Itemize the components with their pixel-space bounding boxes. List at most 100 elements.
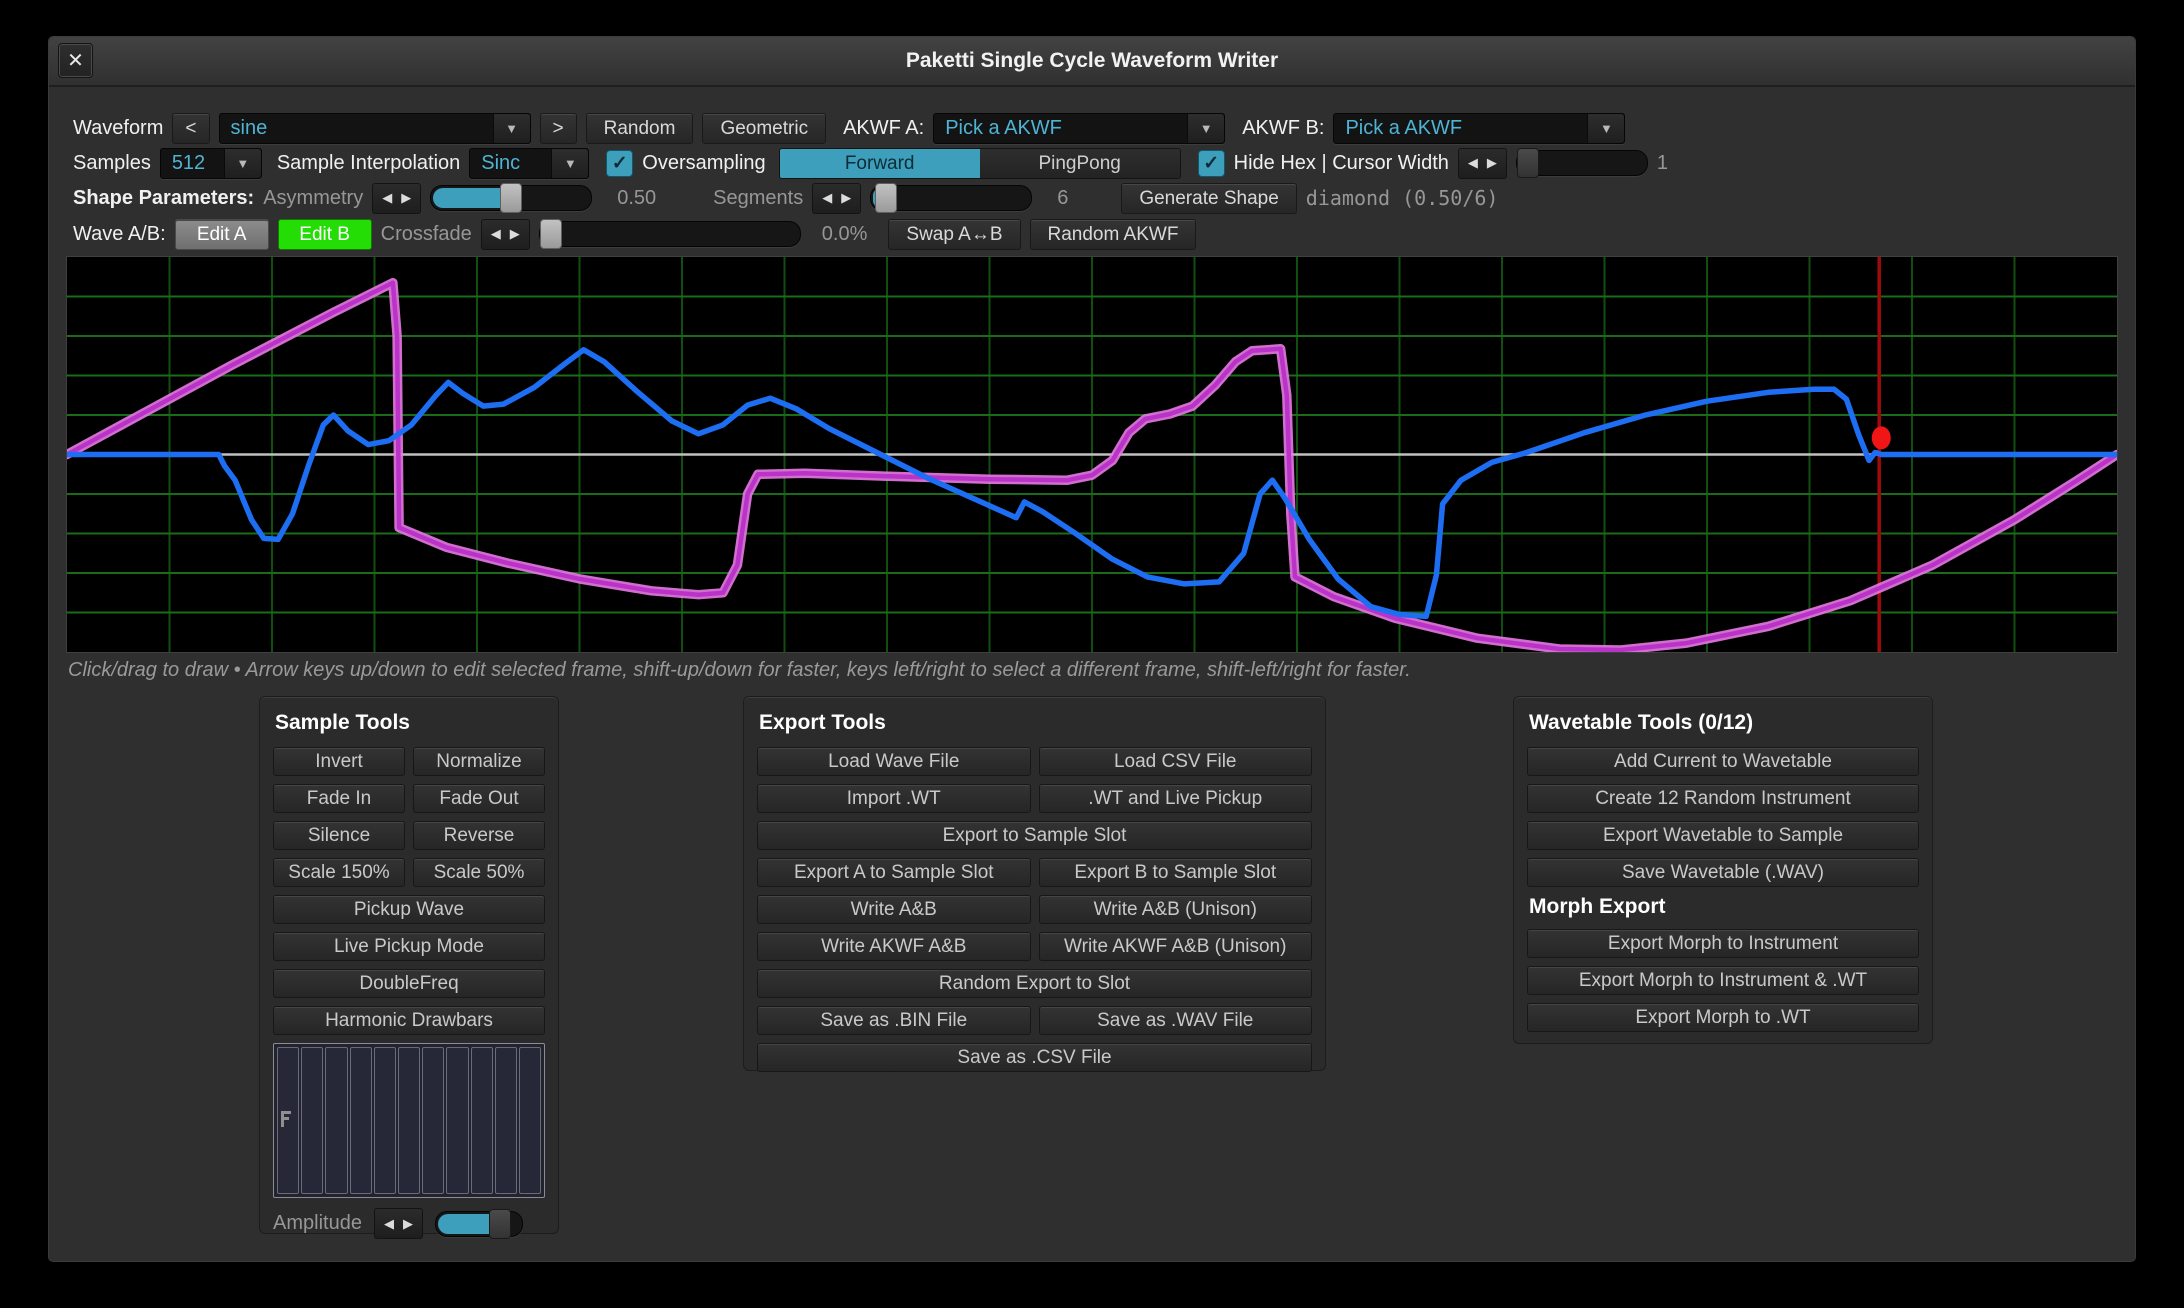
export-to-sample-slot-button[interactable]: Export to Sample Slot [757,821,1312,850]
button-row: Export Morph to Instrument [1527,929,1919,958]
geometric-button[interactable]: Geometric [702,112,827,144]
forward-button[interactable]: Forward [779,148,980,178]
normalize-button[interactable]: Normalize [413,747,545,776]
harmonic-drawbars-button[interactable]: Harmonic Drawbars [273,1006,545,1035]
slider-handle[interactable] [500,183,523,213]
button-row: Save as .CSV File [757,1043,1312,1072]
load-csv-file-button[interactable]: Load CSV File [1038,747,1312,776]
samples-label: Samples [73,151,151,174]
edit-b-button[interactable]: Edit B [277,218,372,250]
waveform-select[interactable]: sine ▼ [218,112,531,144]
drawbar-slider[interactable] [373,1047,396,1194]
export-morph-to-wt-button[interactable]: Export Morph to .WT [1527,1003,1919,1032]
cursor-width-slider[interactable] [1515,148,1648,178]
pingpong-button[interactable]: PingPong [979,148,1180,178]
scale-50-button[interactable]: Scale 50% [413,858,545,887]
button-row: Export A to Sample Slot Export B to Sampl… [757,858,1312,887]
live-pickup-mode-button[interactable]: Live Pickup Mode [273,932,545,961]
drawbar-slider[interactable] [349,1047,372,1194]
cursor-width-stepper[interactable]: ◀ ▶ [1457,147,1507,179]
crossfade-slider[interactable] [538,219,801,249]
interpolation-select[interactable]: Sinc ▼ [469,147,590,179]
export-morph-to-instrument-button[interactable]: Export Morph to Instrument [1527,929,1919,958]
asymmetry-stepper[interactable]: ◀ ▶ [372,182,422,214]
amplitude-label: Amplitude [273,1212,362,1234]
scale-150-button[interactable]: Scale 150% [273,858,405,887]
waveform-prev-button[interactable]: < [172,112,210,144]
close-button[interactable]: ✕ [58,43,93,78]
akwf-a-select[interactable]: Pick a AKWF ▼ [933,112,1226,144]
hide-hex-checkbox[interactable]: ✓ [1197,149,1225,177]
sample-tools-title: Sample Tools [275,711,410,734]
slider-handle[interactable] [1516,148,1539,178]
write-a-b-button[interactable]: Write A&B [757,895,1031,924]
export-morph-to-instrument-wt-button[interactable]: Export Morph to Instrument & .WT [1527,966,1919,995]
write-a-b-unison-button[interactable]: Write A&B (Unison) [1038,895,1312,924]
write-akwf-a-b-unison-button[interactable]: Write AKWF A&B (Unison) [1038,932,1312,961]
export-wavetable-to-sample-button[interactable]: Export Wavetable to Sample [1527,821,1919,850]
drawbar-slider[interactable] [446,1047,469,1194]
button-row: Save Wavetable (.WAV) [1527,858,1919,887]
asymmetry-slider[interactable] [430,183,593,213]
doublefreq-button[interactable]: DoubleFreq [273,969,545,998]
button-row: DoubleFreq [273,969,545,998]
add-current-to-wavetable-button[interactable]: Add Current to Wavetable [1527,747,1919,776]
wavetable-tools-panel: Wavetable Tools (0/12) Add Current to Wa… [1513,696,1933,1044]
fade-out-button[interactable]: Fade Out [413,784,545,813]
segments-stepper[interactable]: ◀ ▶ [812,182,862,214]
random-export-to-slot-button[interactable]: Random Export to Slot [757,969,1312,998]
fade-in-button[interactable]: Fade In [273,784,405,813]
edit-a-button[interactable]: Edit A [174,218,269,250]
invert-button[interactable]: Invert [273,747,405,776]
create-12-random-instrument-button[interactable]: Create 12 Random Instrument [1527,784,1919,813]
sample-tools-buttons: Invert Normalize Fade In Fade Out Silence Rev… [273,747,545,1035]
save-as-csv-file-button[interactable]: Save as .CSV File [757,1043,1312,1072]
hide-hex-cursor-width-label: Hide Hex | Cursor Width [1233,151,1449,174]
drawbar-slider[interactable] [301,1047,324,1194]
toolbar-row-samples: Samples 512 ▼ Sample Interpolation Sinc … [73,147,2111,179]
export-b-to-sample-slot-button[interactable]: Export B to Sample Slot [1038,858,1312,887]
drawbar-slider[interactable] [397,1047,421,1194]
arrow-right-icon: ▶ [401,190,412,205]
import-wt-button[interactable]: Import .WT [757,784,1031,813]
export-tools-buttons: Load Wave File Load CSV File Import .WT .WT… [757,747,1312,1072]
crossfade-stepper[interactable]: ◀ ▶ [480,218,530,250]
drawbar-slider[interactable] [518,1047,542,1194]
save-as-bin-file-button[interactable]: Save as .BIN File [757,1006,1031,1035]
drawbar-slider[interactable] [277,1047,300,1194]
write-akwf-a-b-button[interactable]: Write AKWF A&B [757,932,1031,961]
generate-shape-button[interactable]: Generate Shape [1121,182,1297,214]
slider-handle[interactable] [489,1208,512,1239]
slider-handle[interactable] [874,183,897,213]
random-akwf-button[interactable]: Random AKWF [1029,218,1197,250]
button-row: Scale 150% Scale 50% [273,858,545,887]
waveform-canvas[interactable] [66,256,2118,653]
slider-handle[interactable] [539,219,562,249]
oversampling-checkbox[interactable]: ✓ [606,149,634,177]
swap-ab-button[interactable]: Swap A↔B [888,218,1021,250]
pickup-wave-button[interactable]: Pickup Wave [273,895,545,924]
drawbar-slider[interactable] [470,1047,493,1194]
reverse-button[interactable]: Reverse [413,821,545,850]
export-a-to-sample-slot-button[interactable]: Export A to Sample Slot [757,858,1031,887]
samples-select[interactable]: 512 ▼ [159,147,262,179]
random-button[interactable]: Random [585,112,694,144]
drawbar-slider[interactable] [325,1047,348,1194]
amplitude-slider[interactable] [434,1208,523,1239]
arrow-left-icon: ◀ [383,1215,394,1231]
wt-and-live-pickup-button[interactable]: .WT and Live Pickup [1038,784,1312,813]
asymmetry-label: Asymmetry [263,186,364,209]
drawbar-slider[interactable] [422,1047,445,1194]
drawbar-handle-icon[interactable] [281,1110,293,1127]
drawbar-slider[interactable] [494,1047,517,1194]
toolbar-row-shape: Shape Parameters: Asymmetry ◀ ▶ 0.50 Seg… [73,182,2111,214]
akwf-b-select[interactable]: Pick a AKWF ▼ [1333,112,1626,144]
save-wavetable-wav-button[interactable]: Save Wavetable (.WAV) [1527,858,1919,887]
amplitude-stepper[interactable]: ◀ ▶ [373,1208,423,1239]
load-wave-file-button[interactable]: Load Wave File [757,747,1031,776]
silence-button[interactable]: Silence [273,821,405,850]
arrow-left-icon: ◀ [382,190,393,205]
segments-slider[interactable] [870,183,1033,213]
save-as-wav-file-button[interactable]: Save as .WAV File [1038,1006,1312,1035]
waveform-next-button[interactable]: > [539,112,577,144]
